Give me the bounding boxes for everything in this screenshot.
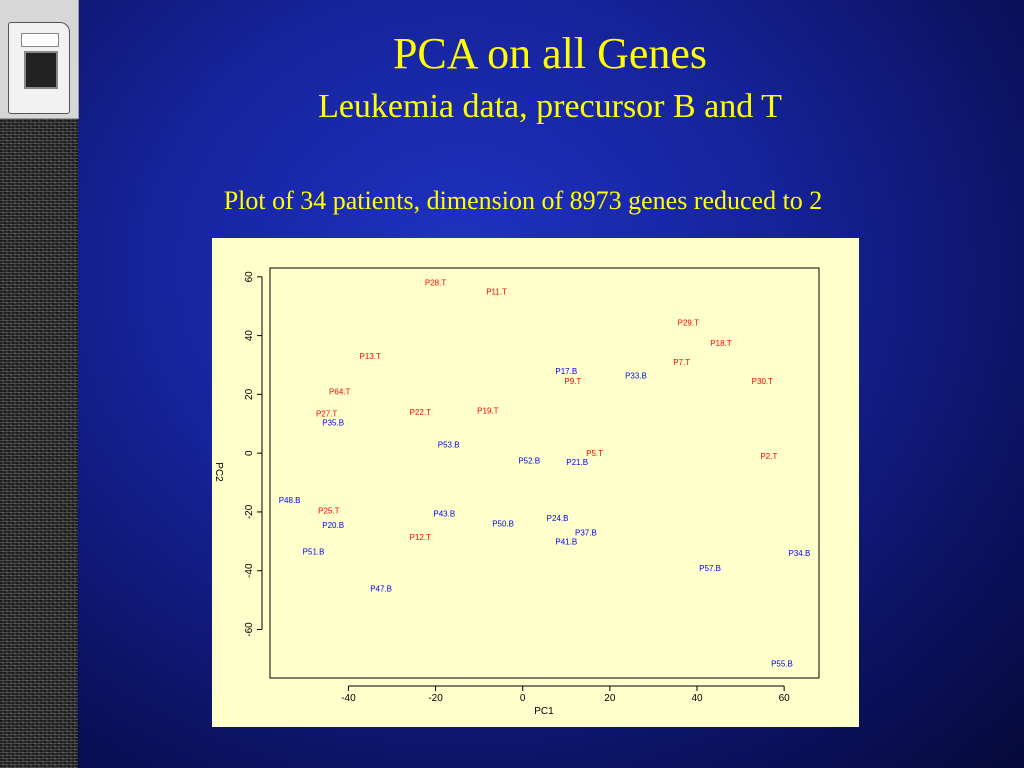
point-label: P37.B	[575, 529, 597, 538]
point-label: P7.T	[673, 358, 690, 367]
logo	[0, 0, 79, 119]
plot-frame	[269, 267, 820, 679]
y-axis: 60 40 20 0 -20 -40 -60	[244, 271, 263, 637]
point-label: P48.B	[279, 496, 301, 505]
point-label: P24.B	[547, 514, 569, 523]
slide-title: PCA on all Genes	[392, 29, 708, 78]
x-axis-label: PC1	[534, 706, 554, 717]
point-label: P28.T	[425, 279, 446, 288]
point-label: P12.T	[410, 533, 431, 542]
memory-card-icon	[8, 22, 70, 114]
point-label: P19.T	[477, 407, 498, 416]
point-label: P47.B	[370, 584, 392, 593]
y-tick-label: 0	[244, 450, 255, 456]
point-label: P51.B	[303, 548, 325, 557]
point-label: P53.B	[438, 440, 460, 449]
point-label: P21.B	[566, 458, 588, 467]
point-label: P5.T	[586, 449, 603, 458]
point-label: P64.T	[329, 387, 350, 396]
point-label: P11.T	[486, 288, 507, 297]
point-label: P57.B	[699, 564, 721, 573]
point-label: P43.B	[433, 509, 455, 518]
point-label: P13.T	[360, 352, 381, 361]
memory-card-label	[21, 33, 59, 47]
slide-subtitle: Leukemia data, precursor B and T	[318, 88, 782, 125]
x-tick-label: 0	[520, 693, 526, 704]
pca-scatter-chart: -40 -20 0 20 40 60 60 40 20 0 -20 -40 -60 P28.T P11.…	[213, 267, 820, 717]
point-label: P20.B	[322, 521, 344, 530]
chart-panel: -40 -20 0 20 40 60 60 40 20 0 -20 -40 -60 P28.T P11.…	[212, 238, 859, 727]
x-tick-label: 40	[691, 693, 703, 704]
point-label: P2.T	[760, 452, 777, 461]
point-label: P29.T	[678, 318, 699, 327]
point-label: P22.T	[410, 408, 431, 417]
x-tick-label: -20	[428, 693, 443, 704]
y-tick-label: -40	[244, 563, 255, 578]
point-label: P34.B	[788, 549, 810, 558]
point-label: P17.B	[555, 367, 577, 376]
point-label: P41.B	[555, 537, 577, 546]
y-tick-label: 40	[244, 330, 255, 342]
y-tick-label: -20	[244, 504, 255, 519]
scatter-points: P28.T P11.T P29.T P18.T P13.T P7.T P17.B P33.B P…	[279, 279, 811, 669]
y-axis-label: PC2	[213, 462, 224, 482]
memory-card-chip	[24, 51, 58, 89]
point-label: P55.B	[771, 659, 793, 668]
plot-caption: Plot of 34 patients, dimension of 8973 g…	[223, 186, 823, 215]
point-label: P25.T	[318, 506, 339, 515]
point-label: P27.T	[316, 409, 337, 418]
y-tick-label: 20	[244, 388, 255, 400]
point-label: P33.B	[625, 371, 647, 380]
x-tick-label: -40	[341, 693, 356, 704]
x-tick-label: 60	[779, 693, 791, 704]
point-label: P30.T	[752, 377, 773, 386]
left-texture-strip	[0, 0, 78, 768]
y-tick-label: 60	[244, 271, 255, 283]
point-label: P9.T	[564, 377, 581, 386]
point-label: P52.B	[518, 457, 540, 466]
point-label: P35.B	[322, 418, 344, 427]
x-axis: -40 -20 0 20 40 60	[341, 685, 791, 704]
x-tick-label: 20	[604, 693, 616, 704]
y-tick-label: -60	[244, 622, 255, 637]
point-label: P50.B	[492, 520, 514, 529]
point-label: P18.T	[710, 339, 731, 348]
